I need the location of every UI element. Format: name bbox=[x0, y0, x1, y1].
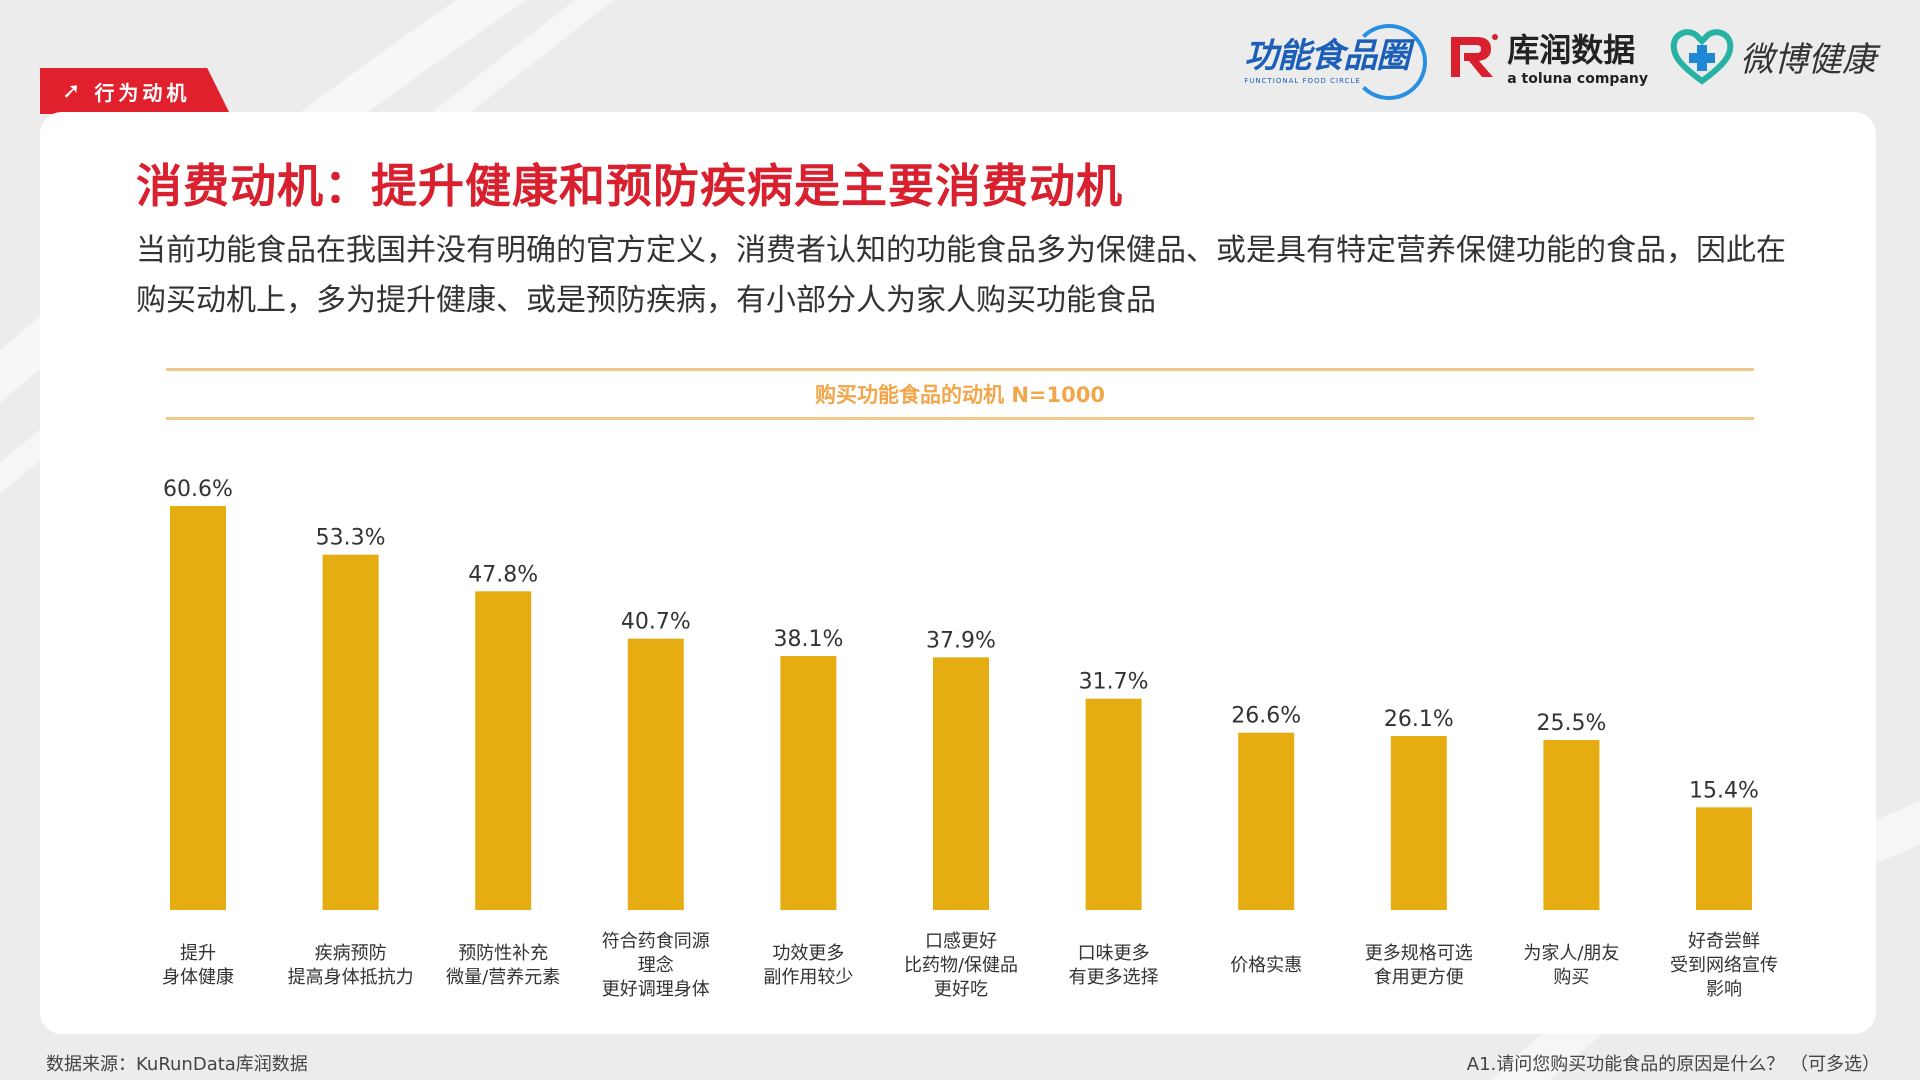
category-label-5-1: 比药物/保健品 bbox=[904, 955, 1018, 976]
bar-value-label-9: 25.5% bbox=[1536, 711, 1606, 736]
page-title: 消费动机：提升健康和预防疾病是主要消费动机 bbox=[136, 159, 1123, 213]
category-label-0-0: 提升 bbox=[180, 943, 216, 964]
category-label-10-1: 受到网络宣传 bbox=[1670, 955, 1778, 976]
bar-value-label-8: 26.1% bbox=[1384, 707, 1454, 732]
bar-6 bbox=[1085, 698, 1142, 910]
category-label-1-1: 提高身体抵抗力 bbox=[288, 967, 414, 988]
category-label-10-2: 影响 bbox=[1706, 979, 1742, 1000]
category-label-1-0: 疾病预防 bbox=[315, 943, 387, 964]
section-tag: ➚ 行为动机 bbox=[40, 68, 230, 114]
kurun-r-mark-icon bbox=[1451, 34, 1499, 77]
partner-logos: 功能食品圈 FUNCTIONAL FOOD CIRCLE 库润数据 a tolu… bbox=[1244, 18, 1876, 100]
bar-value-label-7: 26.6% bbox=[1231, 704, 1301, 729]
chart-title: 购买功能食品的动机 N=1000 bbox=[815, 383, 1105, 407]
category-label-9-0: 为家人/朋友 bbox=[1523, 943, 1619, 964]
kurundata-logo: 库润数据 a toluna company bbox=[1449, 25, 1648, 87]
kurun-logo-sub: a toluna company bbox=[1507, 71, 1648, 87]
category-label-8-0: 更多规格可选 bbox=[1365, 943, 1473, 964]
bar-value-label-3: 40.7% bbox=[621, 610, 691, 635]
bar-value-label-6: 31.7% bbox=[1079, 670, 1149, 695]
category-label-5-0: 口感更好 bbox=[925, 931, 997, 952]
category-label-2-1: 微量/营养元素 bbox=[446, 967, 560, 988]
category-label-6-1: 有更多选择 bbox=[1069, 967, 1159, 988]
category-label-3-1: 理念 bbox=[638, 954, 674, 976]
category-label-6-0: 口味更多 bbox=[1078, 943, 1150, 964]
bar-value-label-2: 47.8% bbox=[468, 562, 538, 587]
category-label-9-1: 购买 bbox=[1553, 967, 1589, 988]
category-label-4-1: 副作用较少 bbox=[763, 967, 853, 988]
weibo-health-logo-name: 微博健康 bbox=[1740, 39, 1876, 80]
category-label-7-0: 价格实惠 bbox=[1230, 955, 1302, 976]
bar-0 bbox=[170, 506, 226, 910]
bar-value-label-0: 60.6% bbox=[163, 477, 233, 502]
category-label-2-0: 预防性补充 bbox=[458, 943, 548, 964]
arrow-up-right-icon: ➚ bbox=[62, 78, 85, 104]
functional-food-circle-logo: 功能食品圈 FUNCTIONAL FOOD CIRCLE bbox=[1244, 23, 1428, 100]
bar-7 bbox=[1238, 732, 1295, 910]
bar-3 bbox=[627, 638, 684, 910]
bar-2 bbox=[475, 591, 532, 910]
bar-5 bbox=[933, 657, 989, 910]
bar-value-label-5: 37.9% bbox=[926, 628, 996, 653]
category-label-0-1: 身体健康 bbox=[162, 967, 234, 988]
bar-value-label-1: 53.3% bbox=[316, 526, 386, 551]
heart-cross-icon bbox=[1670, 29, 1734, 85]
bar-9 bbox=[1543, 740, 1600, 910]
section-tag-label: 行为动机 bbox=[94, 80, 191, 105]
page-description: 当前功能食品在我国并没有明确的官方定义，消费者认知的功能食品多为保健品、或是具有… bbox=[136, 233, 1786, 318]
bar-value-label-10: 15.4% bbox=[1689, 778, 1759, 803]
weibo-health-logo: 微博健康 bbox=[1670, 27, 1876, 85]
bar-value-label-4: 38.1% bbox=[773, 627, 843, 652]
bar-10 bbox=[1696, 807, 1752, 910]
functional-food-logo-sub: FUNCTIONAL FOOD CIRCLE bbox=[1244, 76, 1361, 85]
bar-8 bbox=[1390, 736, 1447, 910]
category-label-3-2: 更好调理身体 bbox=[602, 979, 710, 1000]
category-label-10-0: 好奇尝鲜 bbox=[1688, 931, 1760, 952]
category-label-8-1: 食用更方便 bbox=[1374, 967, 1464, 988]
logo-ring-icon bbox=[1351, 23, 1428, 100]
data-source-note: 数据来源：KuRunData库润数据 bbox=[46, 1054, 308, 1075]
bar-4 bbox=[780, 656, 837, 910]
kurun-logo-name: 库润数据 bbox=[1507, 31, 1636, 69]
chart-title-band: 购买功能食品的动机 N=1000 bbox=[166, 368, 1754, 420]
category-label-3-0: 符合药食同源 bbox=[602, 931, 710, 952]
survey-question-note: A1.请问您购买功能食品的原因是什么？ （可多选） bbox=[1466, 1054, 1880, 1075]
bar-1 bbox=[322, 554, 379, 910]
category-label-4-0: 功效更多 bbox=[772, 943, 844, 964]
category-label-5-2: 更好吃 bbox=[934, 979, 988, 1000]
